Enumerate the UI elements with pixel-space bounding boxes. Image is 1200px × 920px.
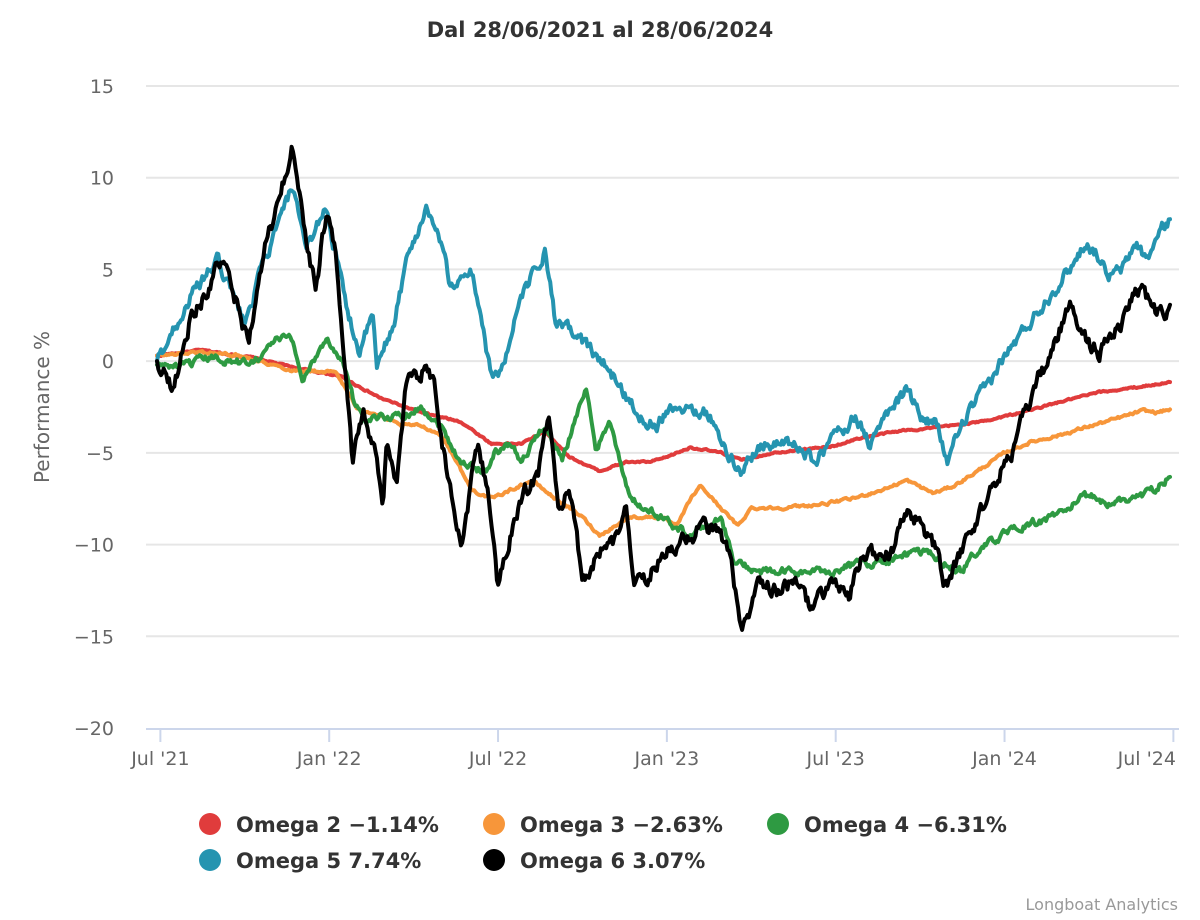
- legend-series-value: 7.74%: [341, 849, 421, 873]
- legend-label: Omega 5 7.74%: [236, 849, 421, 873]
- legend-label: Omega 3 −2.63%: [520, 813, 723, 837]
- series-line-omega-3[interactable]: [155, 349, 1172, 538]
- legend-series-name: Omega 2: [236, 813, 341, 837]
- legend-marker-icon: [199, 813, 221, 835]
- legend-marker-icon: [199, 849, 221, 871]
- y-tick-label: 15: [90, 76, 114, 98]
- y-tick-label: −10: [74, 535, 114, 557]
- legend-marker-icon: [483, 849, 505, 871]
- legend-item[interactable]: Omega 3 −2.63%: [483, 813, 723, 837]
- y-tick-label: 0: [102, 351, 114, 373]
- x-tick-label: Jul '21: [130, 748, 189, 770]
- legend-series-value: −2.63%: [625, 813, 723, 837]
- legend-item[interactable]: Omega 6 3.07%: [483, 849, 705, 873]
- legend-item[interactable]: Omega 4 −6.31%: [767, 813, 1007, 837]
- y-tick-label: −15: [74, 626, 114, 648]
- x-tick-label: Jul '23: [806, 748, 865, 770]
- series-line-omega-6[interactable]: [155, 144, 1172, 632]
- legend-series-name: Omega 3: [520, 813, 625, 837]
- legend-series-value: 3.07%: [625, 849, 705, 873]
- y-tick-label: −20: [74, 718, 114, 740]
- x-tick-label: Jul '22: [468, 748, 527, 770]
- legend-series-name: Omega 6: [520, 849, 625, 873]
- legend-series-name: Omega 4: [804, 813, 909, 837]
- y-axis-label: Performance %: [30, 331, 54, 483]
- legend-item[interactable]: Omega 2 −1.14%: [199, 813, 439, 837]
- y-tick-label: 5: [102, 259, 114, 281]
- legend-marker-icon: [483, 813, 505, 835]
- y-tick-label: 10: [90, 168, 114, 190]
- chart-title: Dal 28/06/2021 al 28/06/2024: [427, 18, 774, 42]
- legend-series-value: −1.14%: [341, 813, 439, 837]
- x-axis: Jul '21 Jan '22 Jul '22 Jan '23 Jul '23 Jan '…: [130, 728, 1179, 770]
- y-axis-ticks: 15 10 5 0 −5 −10 −15 −20: [74, 76, 114, 740]
- y-tick-label: −5: [86, 443, 114, 465]
- legend-series-name: Omega 5: [236, 849, 341, 873]
- x-tick-label: Jan '22: [296, 748, 362, 770]
- x-tick-label: Jan '24: [971, 748, 1037, 770]
- series-line-omega-5[interactable]: [155, 188, 1172, 477]
- legend-marker-icon: [767, 813, 789, 835]
- legend-item[interactable]: Omega 5 7.74%: [199, 849, 421, 873]
- series-lines: [155, 144, 1172, 632]
- x-tick-label: Jan '23: [634, 748, 700, 770]
- series-line-omega-4[interactable]: [155, 332, 1172, 579]
- legend-label: Omega 6 3.07%: [520, 849, 705, 873]
- x-tick-label: Jul '24: [1117, 748, 1176, 770]
- legend-label: Omega 2 −1.14%: [236, 813, 439, 837]
- legend-series-value: −6.31%: [909, 813, 1007, 837]
- legend: Omega 2 −1.14% Omega 3 −2.63% Omega 4 −6.3…: [199, 813, 1007, 873]
- legend-label: Omega 4 −6.31%: [804, 813, 1007, 837]
- credits-link[interactable]: Longboat Analytics: [1026, 895, 1178, 914]
